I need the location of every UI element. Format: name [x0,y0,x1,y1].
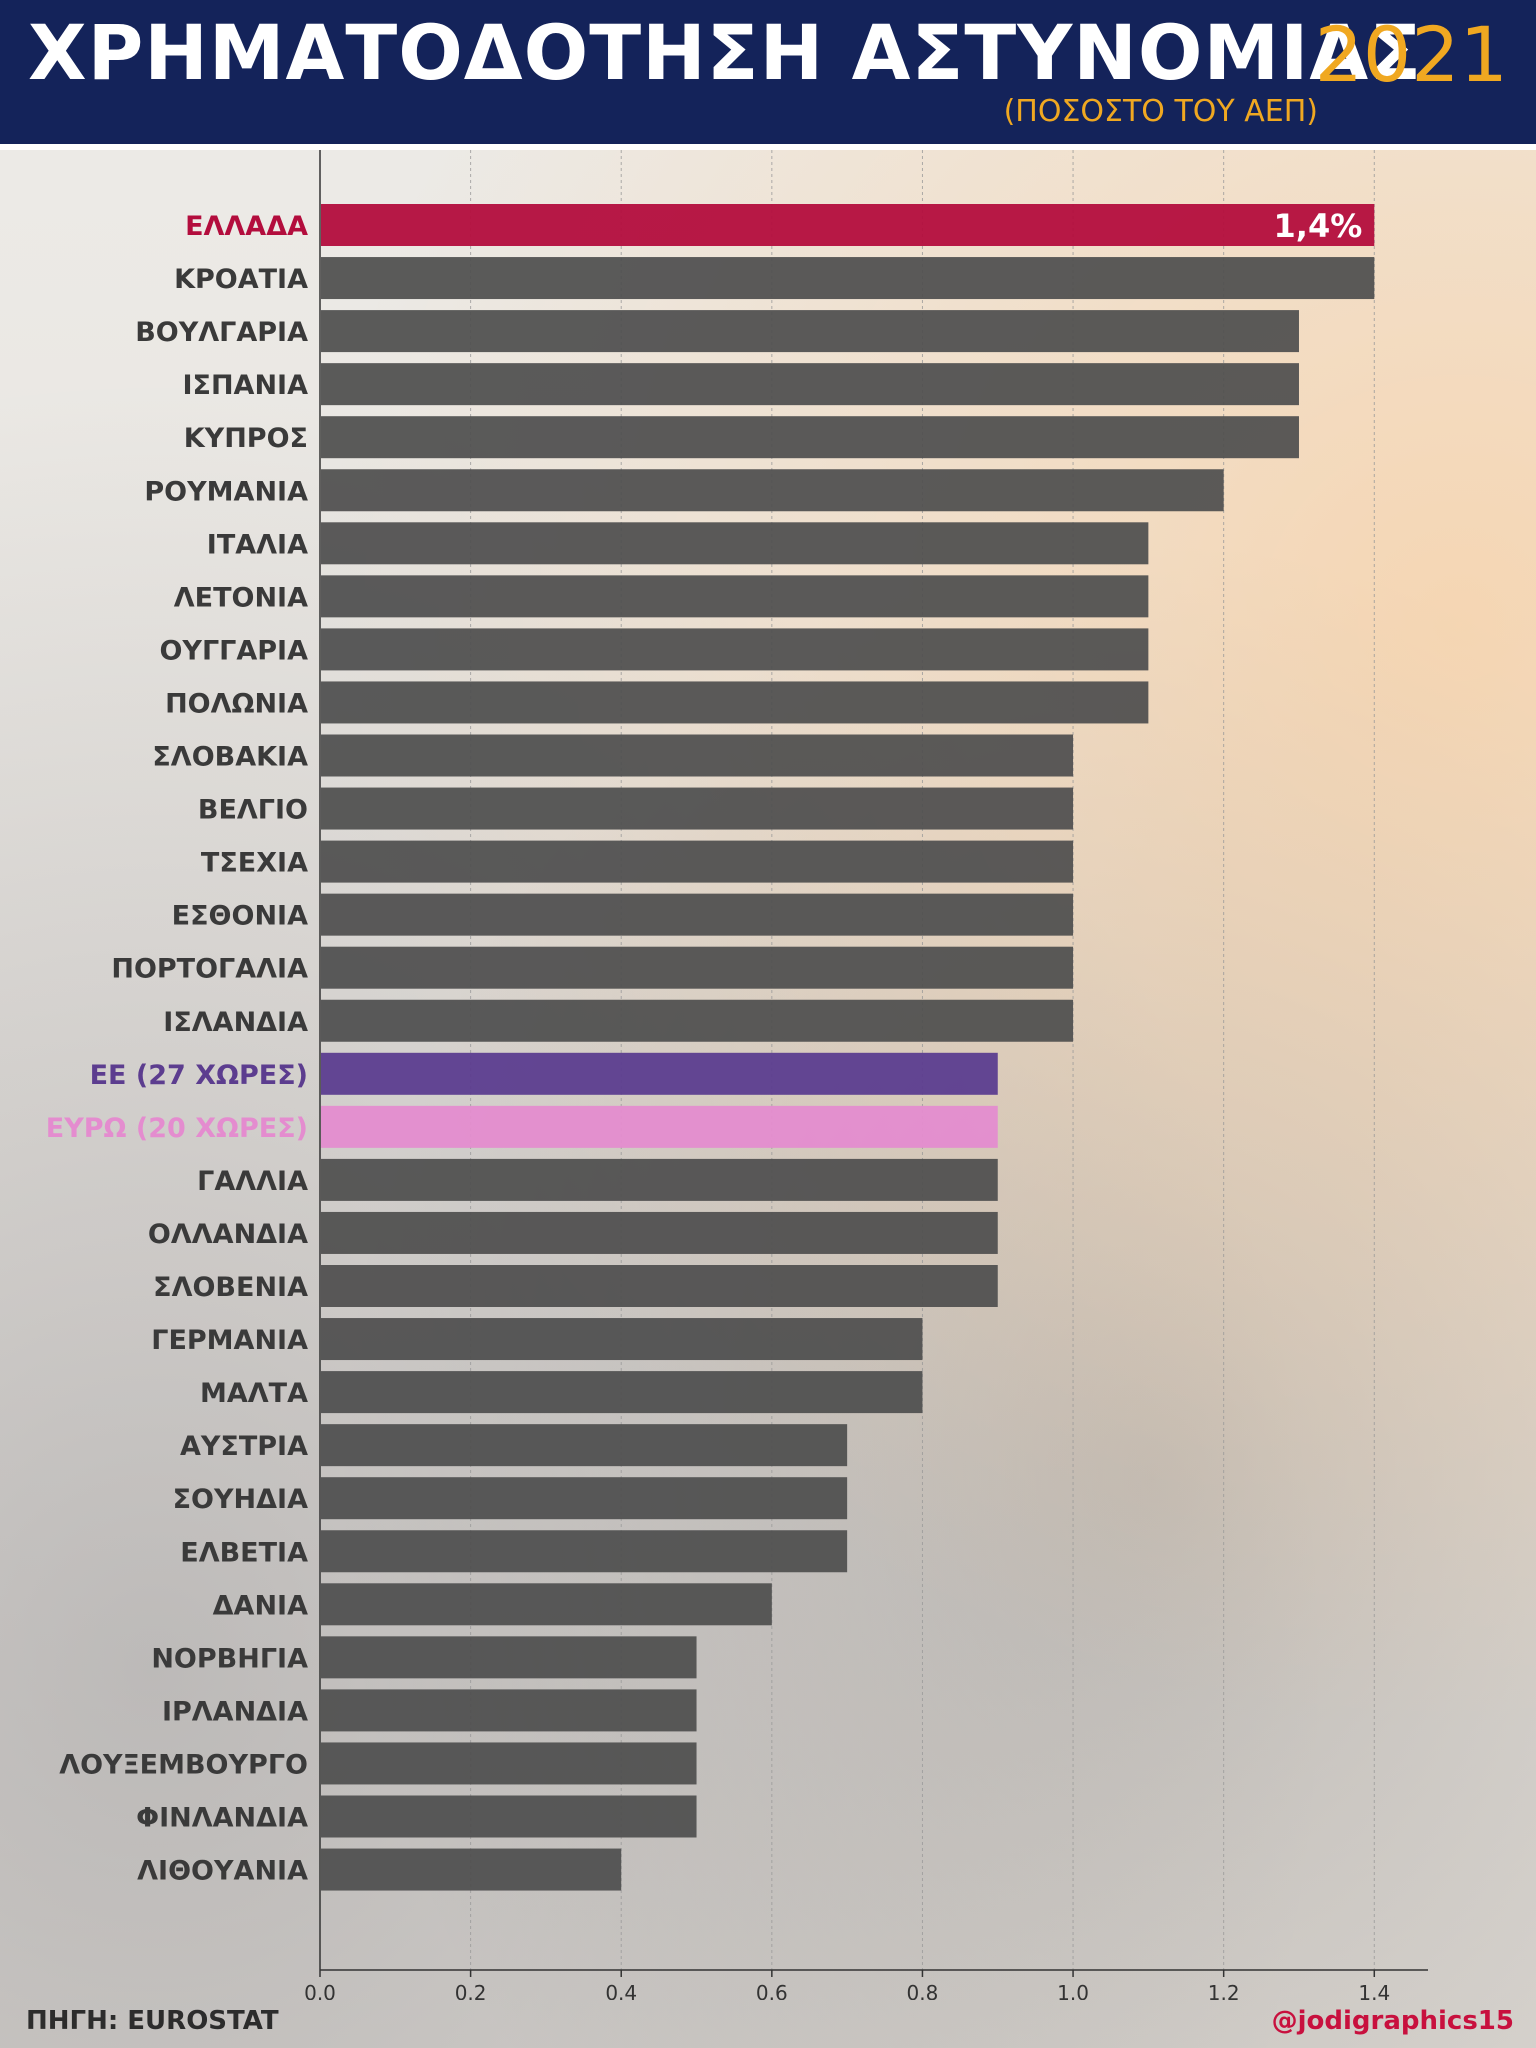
category-label: ΠΟΡΤΟΓΑΛΙΑ [111,954,308,985]
bar-σλοβενια [321,1265,998,1307]
x-tick-label: 0.6 [756,1981,788,2000]
bar-ελβετια [321,1530,848,1573]
bar-ιρλανδια [321,1689,697,1732]
category-label: ΣΛΟΒΑΚΙΑ [152,742,308,773]
bar-κυπρος [321,416,1299,459]
category-label: ΓΕΡΜΑΝΙΑ [151,1325,308,1356]
bar-ελλαδα [321,204,1375,246]
bar-εε-27-χωρες- [321,1052,998,1095]
bar-πολωνια [321,681,1149,724]
category-label: ΛΕΤΟΝΙΑ [174,582,308,613]
x-tick-label: 1.4 [1358,1981,1390,2000]
category-label: ΕΣΘΟΝΙΑ [172,901,308,932]
category-label: ΙΣΠΑΝΙΑ [182,370,308,401]
bar-αυστρια [321,1424,848,1467]
category-label: ΛΙΘΟΥΑΝΙΑ [137,1856,308,1887]
bar-γερμανια [321,1318,923,1361]
bar-γαλλια [321,1158,998,1201]
bar-ολλανδια [321,1211,998,1254]
category-label: ΜΑΛΤΑ [200,1378,308,1409]
x-tick-label: 0.8 [907,1981,939,2000]
background-photo [0,150,1536,2048]
category-label: ΚΡΟΑΤΙΑ [174,264,308,295]
x-tick-label: 1.2 [1208,1981,1240,2000]
data-label: 1,4% [1274,207,1363,245]
bar-chart: ΕΛΛΑΔΑ ΚΡΟΑΤΙΑ ΒΟΥΛΓΑΡΙΑ ΙΣΠΑΝΙΑ ΚΥΠΡΟΣ ΡΟΥΜΑ… [46,150,1428,2000]
x-tick-label: 0.0 [304,1981,336,2000]
bar-πορτογαλια [321,946,1074,989]
category-label: ΙΣΛΑΝΔΙΑ [163,1007,308,1038]
bar-σουηδια [321,1477,848,1520]
category-label: ΝΟΡΒΗΓΙΑ [151,1643,308,1674]
x-tick-label: 0.4 [605,1981,637,2000]
category-label: ΕΛΒΕΤΙΑ [180,1537,308,1568]
category-label: ΤΣΕΧΙΑ [201,848,308,879]
bar-ισλανδια [321,999,1074,1042]
x-tick-label: 1.0 [1057,1981,1089,2000]
bar-ισπανια [321,363,1299,406]
category-label: ΛΟΥΞΕΜΒΟΥΡΓΟ [59,1749,308,1780]
category-label: ΦΙΝΛΑΝΔΙΑ [136,1803,308,1834]
category-label: ΣΛΟΒΕΝΙΑ [153,1272,308,1303]
category-label: ΕΕ (27 ΧΩΡΕΣ) [90,1060,308,1091]
category-label: ΕΛΛΑΔΑ [185,211,308,242]
bar-δανια [321,1583,772,1626]
bar-ευρω-20-χωρες- [321,1105,998,1148]
bar-βουλγαρια [321,310,1299,353]
source-note: ΠΗΓΗ: EUROSTAT [26,2006,279,2036]
bar-λετονια [321,575,1149,618]
category-label: ΠΟΛΩΝΙΑ [165,688,308,719]
category-label: ΕΥΡΩ (20 ΧΩΡΕΣ) [46,1113,308,1144]
bar-ουγγαρια [321,628,1149,671]
category-label: ΔΑΝΙΑ [213,1590,308,1621]
category-label: ΙΤΑΛΙΑ [207,529,308,560]
category-label: ΙΡΛΑΝΔΙΑ [162,1696,308,1727]
category-label: ΣΟΥΗΔΙΑ [173,1484,308,1515]
category-label: ΟΥΓΓΑΡΙΑ [159,635,308,666]
title-year: 2021 [1314,10,1508,99]
chart-subtitle: (ΠΟΣΟΣΤΟ ΤΟΥ ΑΕΠ) [1003,94,1318,129]
category-label: ΒΕΛΓΙΟ [198,795,308,826]
bar-βελγιο [321,787,1074,830]
category-label: ΚΥΠΡΟΣ [184,423,308,454]
author-credit: @jodigraphics15 [1271,2006,1514,2036]
chart-title: ΧΡΗΜΑΤΟΔΟΤΗΣΗ ΑΣΤΥΝΟΜΙΑΣ [28,8,1423,97]
bar-κροατια [321,257,1375,300]
bar-ρουμανια [321,469,1224,512]
bar-λουξεμβουργο [321,1742,697,1785]
bars [321,204,1375,1891]
category-label: ΑΥΣΤΡΙΑ [180,1431,308,1462]
x-tick-label: 0.2 [455,1981,487,2000]
category-labels: ΕΛΛΑΔΑ ΚΡΟΑΤΙΑ ΒΟΥΛΓΑΡΙΑ ΙΣΠΑΝΙΑ ΚΥΠΡΟΣ ΡΟΥΜΑ… [46,207,1363,1887]
category-label: ΒΟΥΛΓΑΡΙΑ [135,317,308,348]
bar-μαλτα [321,1371,923,1414]
x-axis: 0.0 0.2 0.4 0.6 0.8 1.0 1.2 1.4 [304,150,1428,2000]
category-label: ΟΛΛΑΝΔΙΑ [148,1219,308,1250]
bar-ιταλια [321,522,1149,565]
bar-εσθονια [321,893,1074,936]
bar-σλοβακια [321,734,1074,777]
bar-λιθουανια [321,1848,622,1891]
category-label: ΡΟΥΜΑΝΙΑ [144,476,308,507]
bar-νορβηγια [321,1636,697,1679]
bar-φινλανδια [321,1795,697,1838]
category-label: ΓΑΛΛΙΑ [197,1166,308,1197]
bar-τσεχια [321,840,1074,883]
header-banner: ΧΡΗΜΑΤΟΔΟΤΗΣΗ ΑΣΤΥΝΟΜΙΑΣ 2021 (ΠΟΣΟΣΤΟ Τ… [0,0,1536,150]
